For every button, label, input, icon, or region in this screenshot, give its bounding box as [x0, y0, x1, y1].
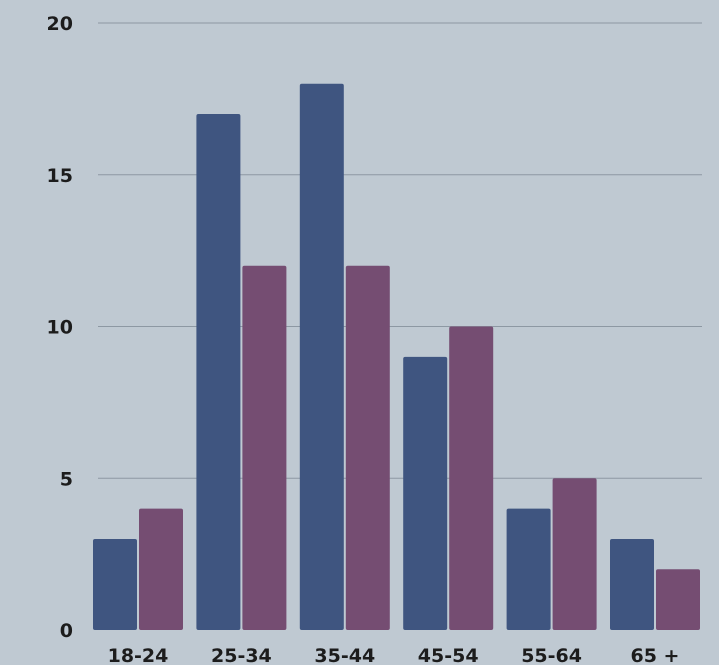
bar-series-1 [299, 83, 344, 630]
y-tick-label: 0 [60, 620, 73, 642]
bar-series-2 [139, 508, 183, 630]
bar-series-2 [656, 569, 700, 630]
bar-series-2 [552, 478, 597, 630]
y-axis-ticks: 0 5 10 15 20 [47, 13, 73, 642]
x-category-label: 65 + [631, 645, 680, 665]
bar-series-1 [93, 538, 137, 630]
y-tick-label: 5 [60, 468, 73, 490]
y-tick-label: 10 [47, 317, 73, 339]
bar-series-2 [345, 265, 390, 630]
bar-series-1 [506, 508, 551, 630]
bar-series-2 [242, 265, 287, 630]
bars [93, 83, 700, 631]
x-category-label: 25-34 [211, 645, 272, 665]
bar-series-1 [610, 538, 654, 630]
bar-series-1 [403, 356, 448, 630]
x-category-label: 45-54 [418, 645, 479, 665]
bar-series-2 [449, 326, 494, 630]
y-tick-label: 20 [47, 13, 73, 35]
bar-series-1 [196, 114, 241, 631]
y-tick-label: 15 [47, 165, 73, 187]
x-category-label: 18-24 [108, 645, 169, 665]
x-category-label: 55-64 [521, 645, 582, 665]
x-axis-categories: 18-24 25-34 35-44 45-54 55-64 65 + [108, 645, 680, 665]
grid-layer [98, 22, 702, 479]
x-category-label: 35-44 [314, 645, 375, 665]
